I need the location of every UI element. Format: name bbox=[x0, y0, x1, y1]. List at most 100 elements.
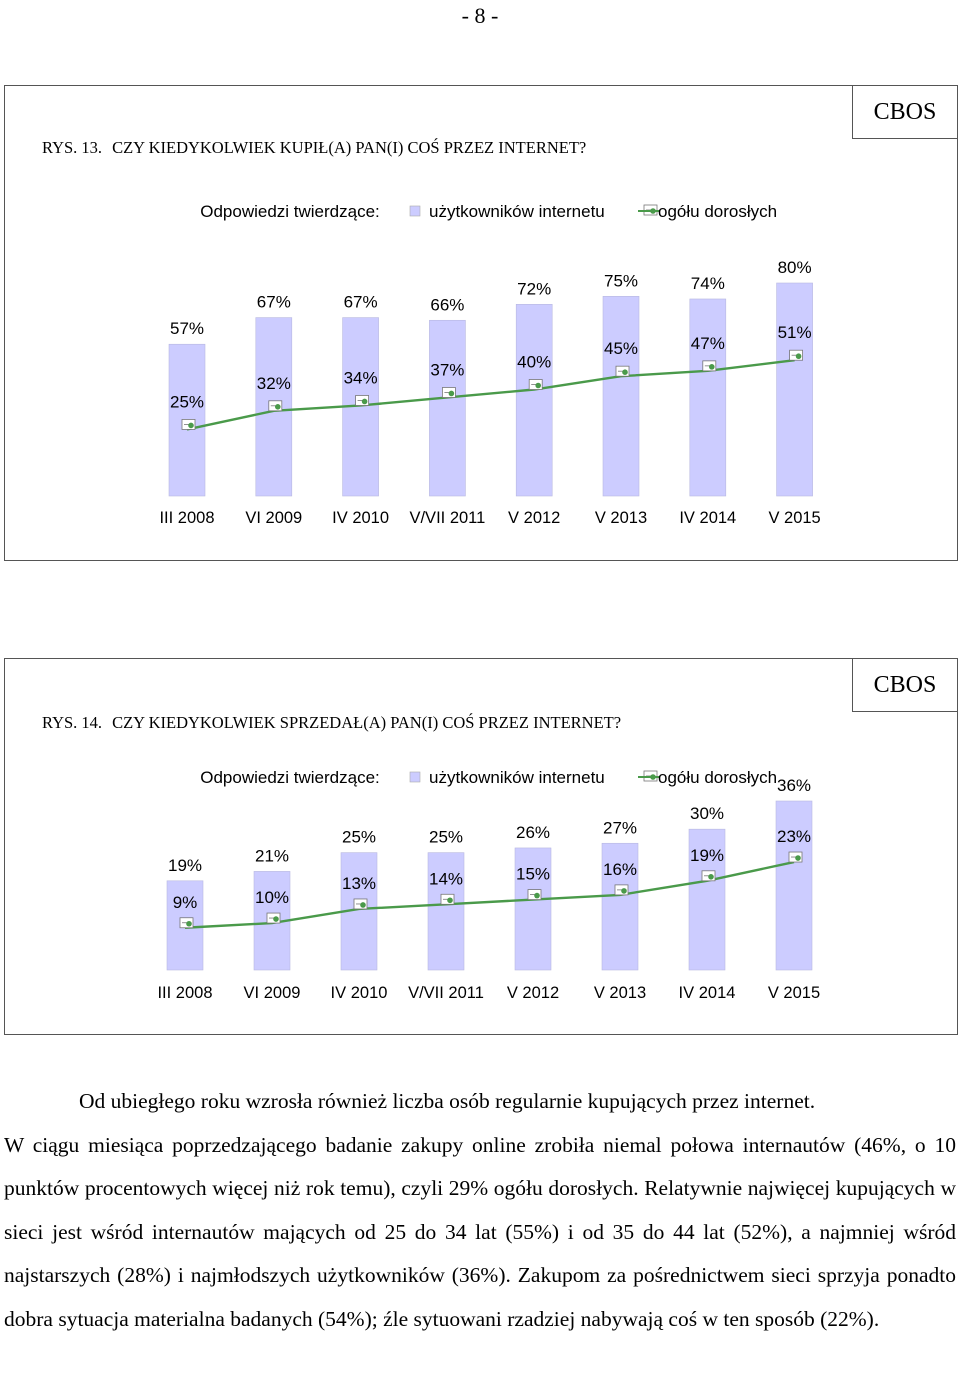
line-point-marker bbox=[181, 419, 196, 430]
category-label: IV 2014 bbox=[679, 509, 736, 527]
bar-label: 19% bbox=[168, 856, 202, 875]
figure-14-label: RYS. 14. bbox=[42, 713, 103, 732]
line-point-marker bbox=[266, 912, 281, 924]
bar-label: 25% bbox=[342, 828, 376, 847]
line-point-marker-dot bbox=[360, 902, 366, 908]
line-point-marker bbox=[440, 893, 455, 905]
category-label: III 2008 bbox=[157, 984, 212, 1002]
category-label: V 2013 bbox=[594, 984, 646, 1002]
line-point-marker bbox=[528, 379, 543, 390]
figure-13-question: CZY KIEDYKOLWIEK KUPIŁ(A) PAN(I) COŚ PRZ… bbox=[112, 138, 587, 157]
figure-14-chart: Odpowiedzi twierdzące: użytkowników inter… bbox=[157, 768, 820, 1002]
line-label: 14% bbox=[429, 869, 463, 888]
line-point-marker bbox=[179, 917, 194, 929]
line-point-marker bbox=[615, 365, 630, 377]
line-label: 16% bbox=[603, 860, 637, 879]
cbos-logo: CBOS bbox=[852, 658, 958, 712]
line-point-marker-dot bbox=[534, 892, 540, 899]
category-label: IV 2010 bbox=[332, 509, 389, 527]
legend-series-2: ogółu dorosłych bbox=[658, 202, 777, 221]
line-point-marker bbox=[789, 349, 803, 361]
bar-V-2015 bbox=[775, 800, 813, 971]
figure-14-frame: CBOS RYS. 14. CZY KIEDYKOLWIEK SPRZEDAŁ(A… bbox=[4, 658, 958, 1035]
line-point-marker bbox=[353, 898, 368, 910]
bar-V-2013 bbox=[602, 296, 640, 497]
line-label: 23% bbox=[777, 827, 811, 846]
category-label: IV 2010 bbox=[331, 984, 388, 1002]
legend-swatch-bar bbox=[409, 205, 421, 217]
bar-V-2012 bbox=[514, 847, 552, 971]
line-label: 32% bbox=[257, 374, 291, 393]
cbos-logo: CBOS bbox=[852, 85, 958, 139]
figure-14-question: CZY KIEDYKOLWIEK SPRZEDAŁ(A) PAN(I) COŚ … bbox=[112, 713, 622, 732]
bar-label: 74% bbox=[691, 274, 725, 293]
bar-V-VII-2011 bbox=[427, 852, 465, 971]
bar-IV-2014 bbox=[688, 828, 726, 971]
page-number: - 8 - bbox=[461, 3, 499, 28]
line-point-marker-dot bbox=[448, 390, 455, 397]
legend-series-1: użytkowników internetu bbox=[429, 202, 605, 221]
line-label: 9% bbox=[173, 893, 198, 912]
line-point-marker-dot bbox=[535, 382, 541, 389]
figure-13-caption: RYS. 13. CZY KIEDYKOLWIEK KUPIŁ(A) PAN(I)… bbox=[42, 138, 586, 158]
line-point-marker-dot bbox=[795, 855, 801, 861]
line-point-marker-dot bbox=[361, 398, 368, 405]
category-label: V 2015 bbox=[768, 509, 820, 527]
line-label: 51% bbox=[778, 323, 812, 342]
category-label: V 2015 bbox=[768, 984, 820, 1002]
bar-label: 67% bbox=[344, 293, 378, 312]
bar-label: 66% bbox=[430, 295, 464, 314]
bar-IV-2014 bbox=[689, 298, 727, 497]
line-label: 34% bbox=[344, 368, 378, 387]
line-point-marker bbox=[268, 400, 283, 412]
bar-V-2015 bbox=[776, 282, 813, 497]
category-label: VI 2009 bbox=[245, 509, 302, 527]
bar-V-VII-2011 bbox=[429, 319, 466, 497]
line-point-marker bbox=[441, 387, 456, 398]
category-label: III 2008 bbox=[159, 509, 214, 527]
line-point-marker-dot bbox=[709, 364, 715, 370]
line-point-marker-dot bbox=[186, 920, 192, 927]
line-label: 10% bbox=[255, 888, 289, 907]
bar-V-2013 bbox=[601, 842, 639, 971]
line-point-marker-dot bbox=[273, 916, 279, 922]
line-point-marker-dot bbox=[708, 874, 714, 880]
line-point-marker-dot bbox=[622, 369, 628, 375]
category-label: VI 2009 bbox=[244, 984, 301, 1002]
figure-13-chart: Odpowiedzi twierdzące: użytkowników inter… bbox=[159, 202, 820, 527]
bar-label: 27% bbox=[603, 818, 637, 837]
line-label: 45% bbox=[604, 339, 638, 358]
figure-13-frame: CBOS RYS. 13. CZY KIEDYKOLWIEK KUPIŁ(A) P… bbox=[4, 85, 958, 561]
line-point-marker bbox=[788, 851, 803, 863]
line-label: 37% bbox=[430, 360, 464, 379]
bar-label: 26% bbox=[516, 823, 550, 842]
body-text: Od ubiegłego roku wzrosła również liczba… bbox=[4, 1080, 956, 1342]
category-label: V/VII 2011 bbox=[409, 509, 485, 527]
line-point-marker bbox=[355, 395, 370, 406]
line-label: 40% bbox=[517, 353, 551, 372]
line-label: 19% bbox=[690, 846, 724, 865]
bar-label: 21% bbox=[255, 846, 289, 865]
bar-label: 67% bbox=[257, 293, 291, 312]
figure-13-label: RYS. 13. bbox=[42, 138, 103, 157]
legend-swatch-bar bbox=[409, 771, 421, 783]
bar-label: 25% bbox=[429, 828, 463, 847]
legend-series-1: użytkowników internetu bbox=[429, 768, 605, 787]
category-label: V 2013 bbox=[595, 509, 647, 527]
line-ogolu-doroslych bbox=[184, 860, 795, 929]
paragraph-line-1: Od ubiegłego roku wzrosła również liczba… bbox=[79, 1089, 816, 1113]
line-point-marker-dot bbox=[275, 404, 281, 410]
bar-label: 30% bbox=[690, 804, 724, 823]
line-label: 13% bbox=[342, 874, 376, 893]
line-point-marker bbox=[702, 360, 717, 372]
category-label: IV 2014 bbox=[679, 984, 736, 1002]
line-ogolu-doroslych bbox=[186, 359, 795, 431]
bar-V-2012 bbox=[515, 304, 553, 497]
bar-label: 75% bbox=[604, 271, 638, 290]
line-point-marker-dot bbox=[621, 888, 627, 894]
bar-label: 72% bbox=[517, 279, 551, 298]
line-label: 47% bbox=[691, 334, 725, 353]
line-point-marker bbox=[701, 870, 716, 882]
line-label: 15% bbox=[516, 865, 550, 884]
figure-14-caption: RYS. 14. CZY KIEDYKOLWIEK SPRZEDAŁ(A) PAN… bbox=[42, 713, 621, 733]
